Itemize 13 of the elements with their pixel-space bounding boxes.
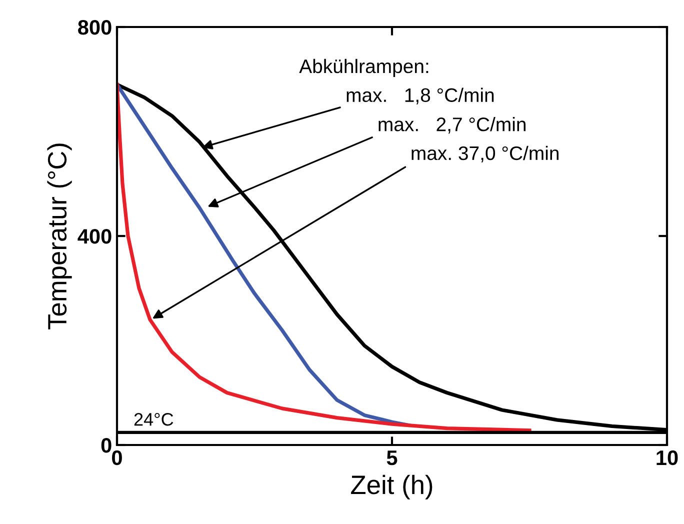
- y-tick-label: 400: [78, 229, 112, 244]
- x-axis-title: Zeit (h): [351, 474, 432, 500]
- x-tick-label: 5: [386, 450, 398, 466]
- y-axis-title: Temperatur (°C): [47, 144, 72, 330]
- annotation: max. 37,0 °C/min: [412, 146, 558, 162]
- y-tick-label: 0: [101, 438, 112, 453]
- ref-line-label: 24°C: [134, 412, 174, 426]
- x-tick-label: 0: [112, 450, 122, 466]
- annotation: max. 1,8 °C/min: [346, 88, 494, 104]
- x-tick-label: 10: [656, 450, 678, 466]
- annotation: max. 2,7 °C/min: [378, 117, 526, 134]
- y-tick-label: 800: [78, 20, 112, 35]
- annotation: Abkühlrampen:: [299, 58, 428, 78]
